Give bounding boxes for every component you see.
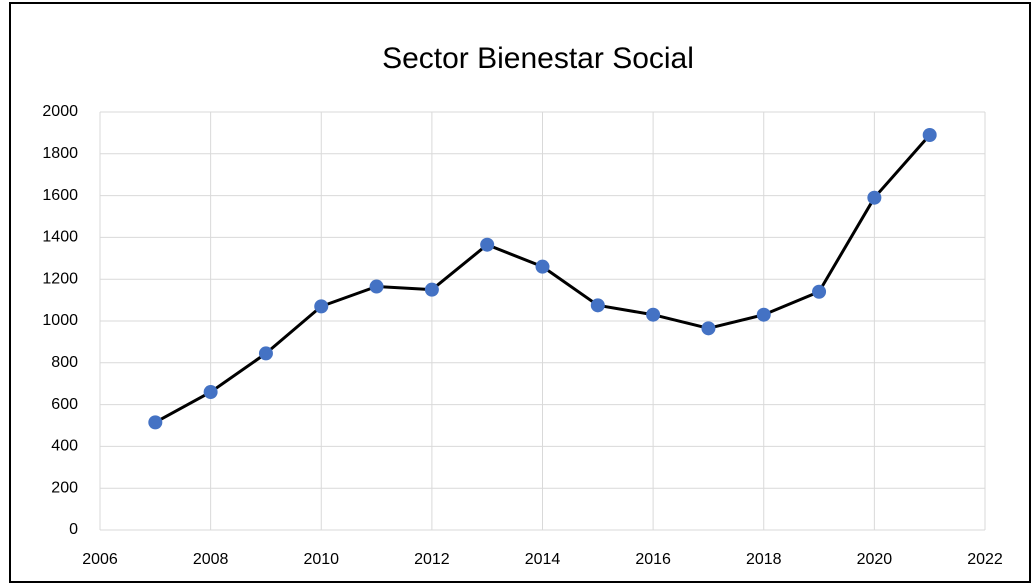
x-tick-label: 2008 <box>193 551 229 568</box>
chart-title: Sector Bienestar Social <box>382 42 694 75</box>
data-point <box>812 284 827 299</box>
y-tick-label: 800 <box>51 354 78 371</box>
y-tick-label: 1000 <box>42 312 78 329</box>
data-point <box>203 385 218 400</box>
x-tick-label: 2006 <box>82 551 118 568</box>
data-point <box>148 415 163 430</box>
y-tick-label: 1600 <box>42 187 78 204</box>
y-tick-label: 2000 <box>42 103 78 120</box>
data-point <box>424 282 439 297</box>
data-point <box>646 307 661 322</box>
data-point <box>258 346 273 361</box>
x-tick-label: 2020 <box>857 551 893 568</box>
data-point <box>867 190 882 205</box>
x-tick-label: 2018 <box>746 551 782 568</box>
data-point <box>480 237 495 252</box>
y-tick-label: 400 <box>51 438 78 455</box>
y-tick-label: 200 <box>51 479 78 496</box>
data-point <box>701 321 716 336</box>
data-point <box>535 259 550 274</box>
data-point <box>369 279 384 294</box>
x-tick-label: 2016 <box>635 551 671 568</box>
x-tick-label: 2010 <box>303 551 339 568</box>
data-point <box>922 127 937 142</box>
y-tick-label: 1800 <box>42 145 78 162</box>
data-point <box>590 298 605 313</box>
y-tick-label: 1200 <box>42 270 78 287</box>
y-tick-label: 600 <box>51 396 78 413</box>
y-tick-label: 1400 <box>42 229 78 246</box>
data-point <box>756 307 771 322</box>
data-point <box>314 299 329 314</box>
x-tick-label: 2012 <box>414 551 450 568</box>
x-tick-label: 2022 <box>967 551 1003 568</box>
y-tick-label: 0 <box>69 521 78 538</box>
x-tick-label: 2014 <box>525 551 561 568</box>
chart-border <box>9 2 1031 583</box>
